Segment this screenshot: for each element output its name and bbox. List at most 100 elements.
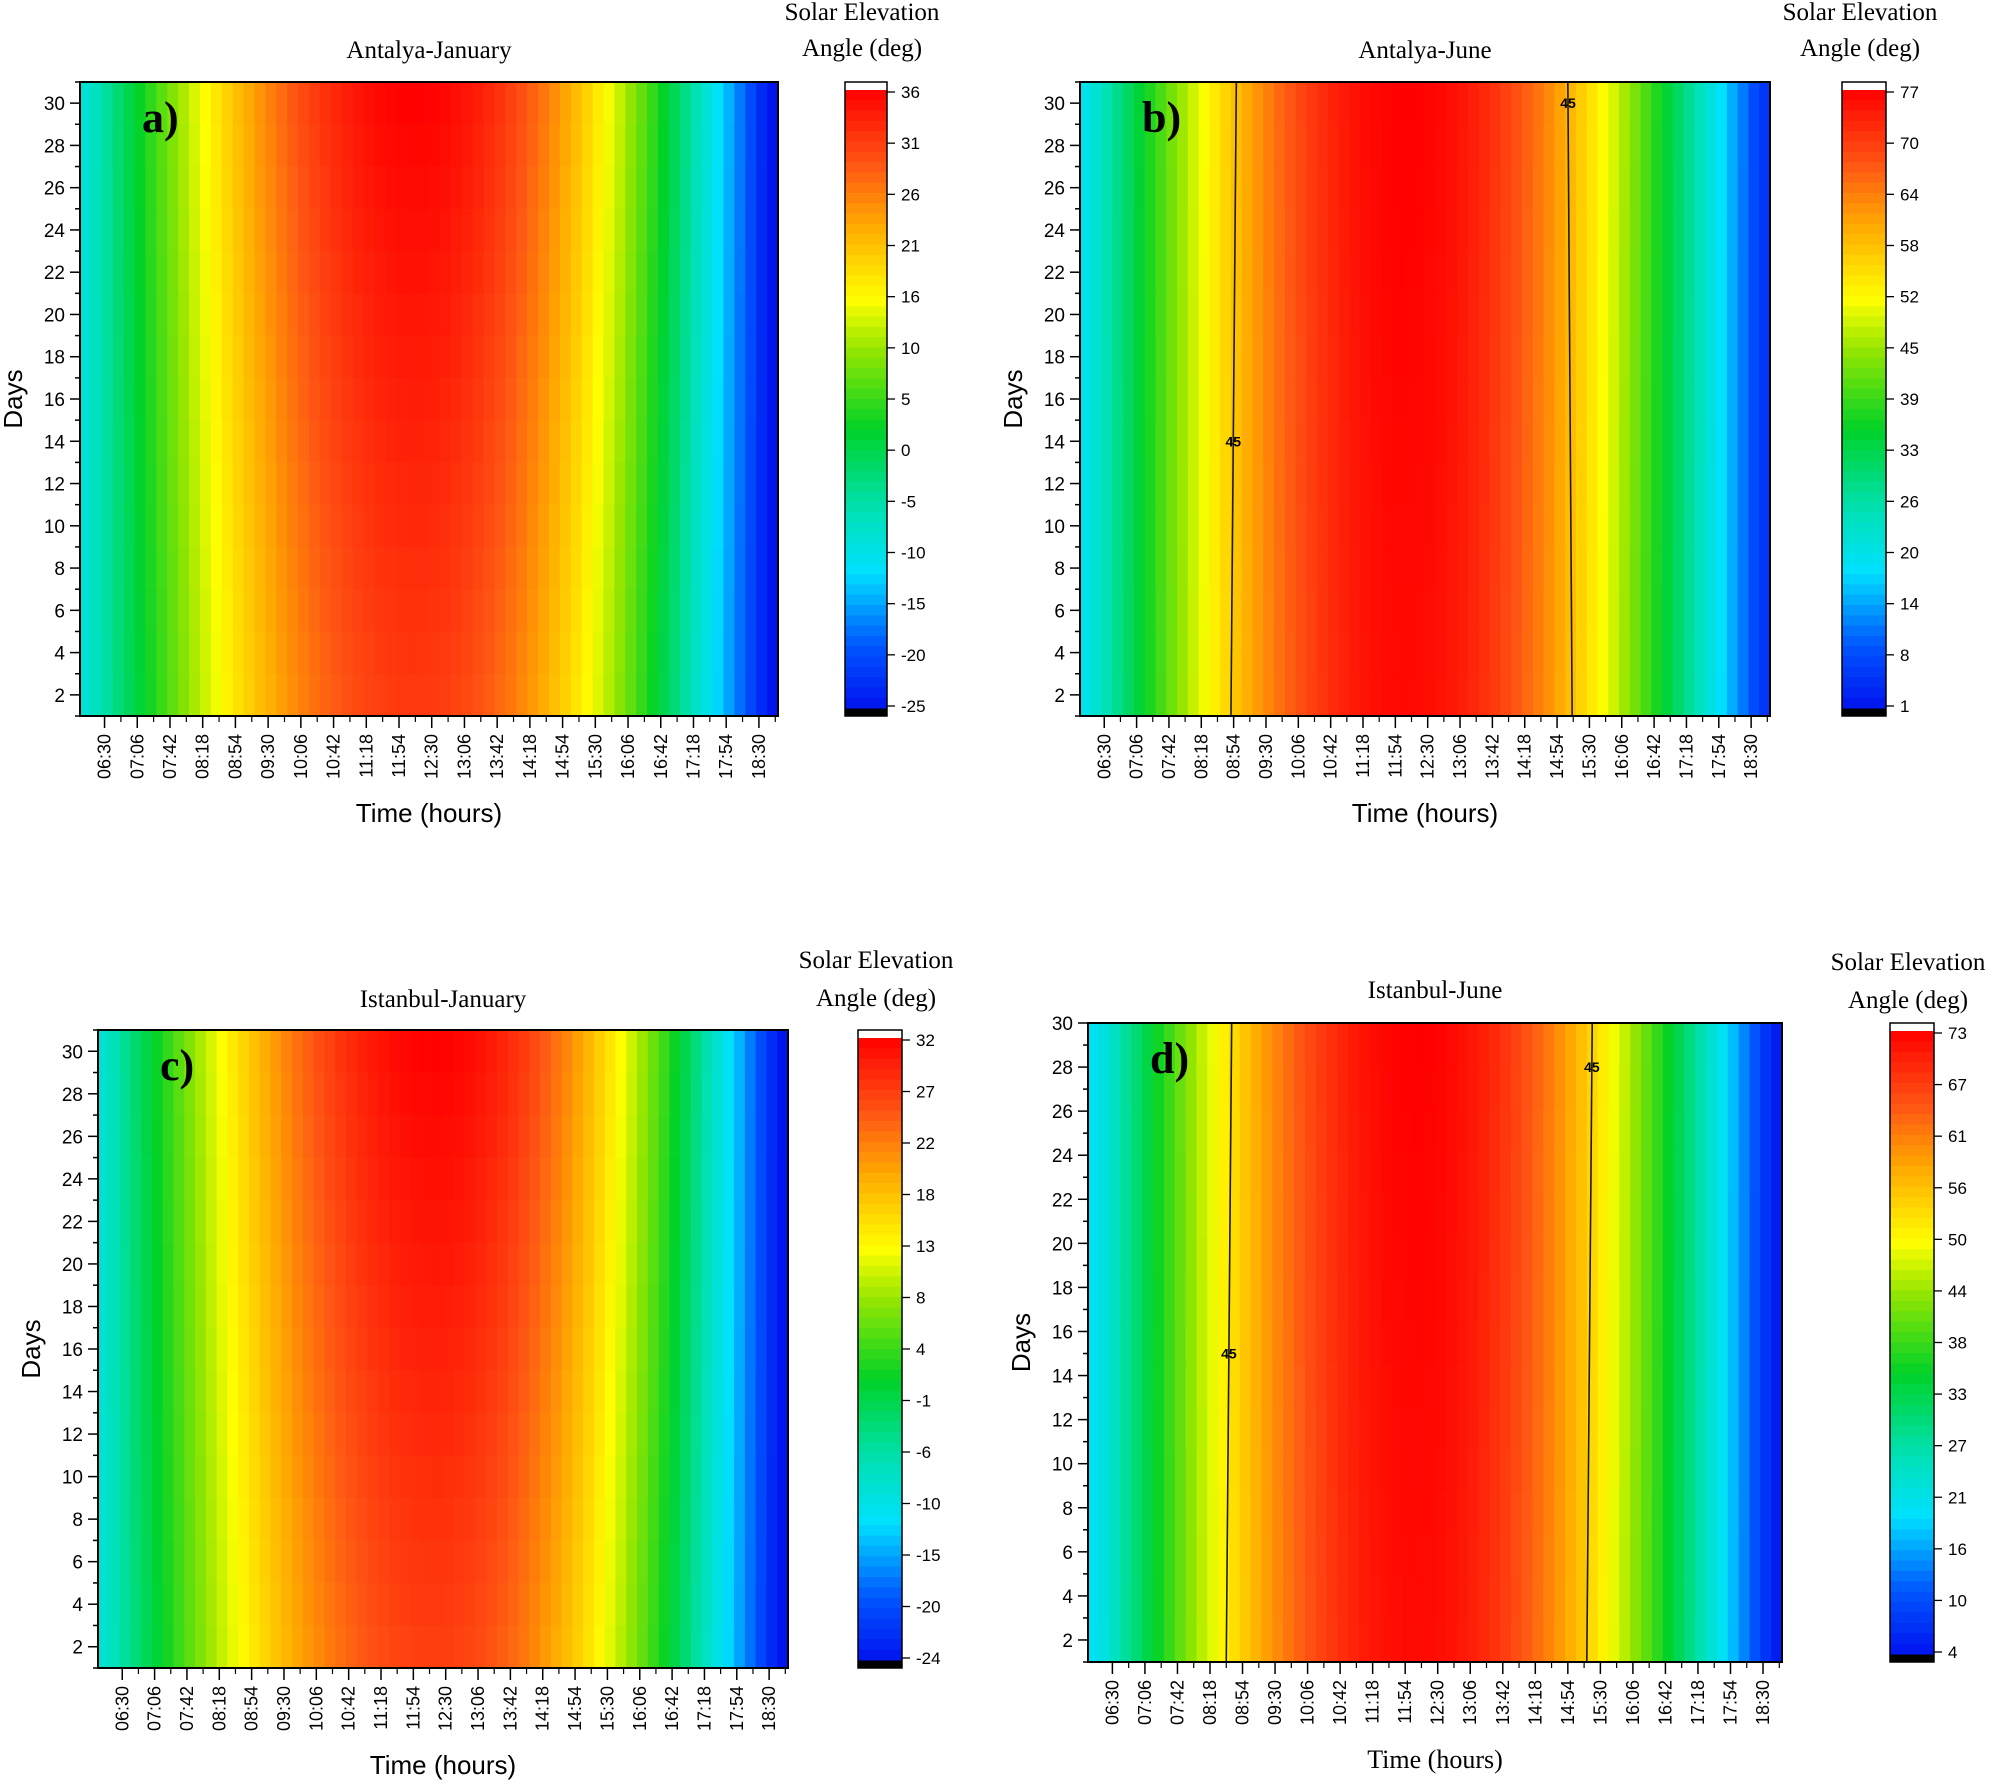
heatmap-cell (723, 546, 735, 590)
heatmap-cell (232, 504, 245, 548)
contour-line-1 (1230, 81, 1238, 717)
heatmap-cell (1380, 1065, 1393, 1109)
heatmap-cell (265, 631, 277, 675)
heatmap-cell (389, 1370, 401, 1414)
heatmap-cell (712, 1327, 724, 1371)
heatmap-cell (1142, 1193, 1154, 1237)
heatmap-cell (1174, 1023, 1187, 1067)
heatmap-cell (1317, 166, 1329, 210)
heatmap-cell (1123, 589, 1135, 633)
heatmap-cell (1726, 546, 1739, 590)
heatmap-cell (238, 1455, 250, 1499)
heatmap-cell (701, 631, 714, 675)
heatmap-cell (1088, 1363, 1100, 1407)
heatmap-cell (119, 1115, 131, 1159)
heatmap-cell (1337, 1449, 1349, 1493)
heatmap-cell (1727, 1491, 1740, 1535)
heatmap-cell (593, 1497, 606, 1541)
heatmap-cell (123, 377, 136, 421)
heatmap-cell (281, 1582, 293, 1627)
y-tick-label: 4 (54, 644, 65, 665)
heatmap-cell (1144, 420, 1157, 463)
heatmap-cell (341, 251, 354, 294)
heatmap-cell (1196, 1576, 1208, 1620)
colorbar-band (1890, 1155, 1934, 1167)
heatmap-cell (1080, 462, 1092, 506)
heatmap-cell (396, 208, 408, 252)
heatmap-cell (1133, 82, 1146, 125)
colorbar-band (1890, 1134, 1934, 1146)
heatmap-cell (439, 546, 452, 590)
heatmap-cell (516, 208, 528, 252)
heatmap-cell (396, 377, 408, 421)
heatmap-cell (1511, 335, 1523, 379)
heatmap-cell (1369, 1449, 1382, 1493)
heatmap-cell (505, 377, 517, 421)
heatmap-cell (550, 1540, 563, 1584)
heatmap-cell (1608, 546, 1620, 590)
heatmap-cell (1521, 1321, 1534, 1365)
heatmap-cell (1673, 1150, 1685, 1194)
heatmap-cell (1101, 673, 1113, 717)
colorbar-band (1890, 1259, 1934, 1271)
heatmap-cell (1228, 1534, 1241, 1578)
heatmap-cell (494, 293, 506, 337)
heatmap-cell (461, 335, 474, 379)
heatmap-cell (1586, 631, 1599, 675)
heatmap-cell (1565, 1363, 1577, 1407)
heatmap-cell (1478, 1193, 1490, 1237)
heatmap-cell (496, 1242, 509, 1286)
heatmap-cell (767, 377, 779, 421)
heatmap-cell (216, 1030, 228, 1074)
heatmap-cell (1748, 589, 1760, 633)
heatmap-cell (647, 1157, 660, 1201)
heatmap-cell (1274, 377, 1286, 421)
heatmap-cell (581, 251, 594, 294)
heatmap-cell (593, 1285, 606, 1329)
heatmap-cell (527, 589, 539, 633)
x-tick-label: 09:30 (1256, 734, 1276, 779)
heatmap-cell (1402, 1363, 1414, 1407)
heatmap-cell (723, 1497, 735, 1541)
heatmap-cell (1360, 546, 1372, 590)
heatmap-cell (1196, 1619, 1208, 1663)
heatmap-cell (647, 1327, 660, 1371)
heatmap-cell (734, 377, 746, 421)
heatmap-cell (1250, 1534, 1263, 1578)
colorbar-band (1890, 1539, 1934, 1551)
heatmap-cell (1228, 1406, 1241, 1450)
heatmap-cell (723, 1455, 735, 1499)
heatmap-cell (1306, 589, 1318, 633)
heatmap-cell (658, 1412, 671, 1456)
heatmap-cell (287, 335, 299, 379)
heatmap-cell (1651, 1278, 1664, 1322)
x-tick-label: 10:06 (1298, 1680, 1318, 1725)
heatmap-cell (98, 1242, 110, 1286)
heatmap-cell (1706, 1406, 1718, 1450)
heatmap-cell (270, 1030, 282, 1074)
heatmap-cell (1090, 82, 1103, 125)
heatmap-cell (767, 631, 779, 675)
heatmap-cell (1250, 1321, 1263, 1365)
heatmap-cell (205, 1455, 218, 1499)
heatmap-cell (1088, 1406, 1100, 1450)
heatmap-cell (592, 335, 605, 379)
heatmap-cell (712, 1582, 724, 1627)
heatmap-cell (1209, 673, 1221, 717)
heatmap-cell (1738, 1108, 1751, 1152)
heatmap-cell (389, 1157, 401, 1201)
heatmap-cell (1597, 208, 1609, 252)
heatmap-cell (637, 1412, 649, 1456)
heatmap-cell (292, 1157, 304, 1201)
heatmap-cell (1522, 546, 1534, 590)
colorbar-band (1890, 1394, 1934, 1406)
heatmap-cell (540, 1157, 552, 1201)
heatmap-cell (1209, 462, 1221, 506)
heatmap-cell (1511, 208, 1523, 252)
heatmap-cell (270, 1540, 282, 1584)
heatmap-cell (1327, 589, 1340, 633)
heatmap-cell (701, 1412, 714, 1456)
heatmap-cell (1500, 546, 1512, 590)
heatmap-cell (1586, 377, 1599, 421)
heatmap-cell (453, 1115, 466, 1159)
